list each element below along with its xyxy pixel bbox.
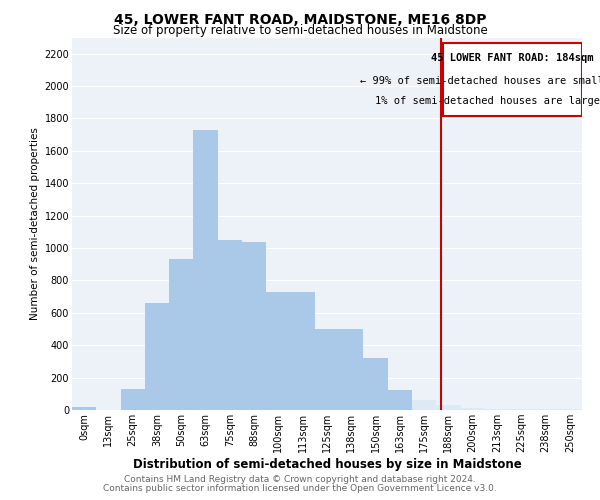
Bar	[485, 409, 509, 410]
Bar	[218, 240, 242, 410]
X-axis label: Distribution of semi-detached houses by size in Maidstone: Distribution of semi-detached houses by …	[133, 458, 521, 471]
Bar	[509, 409, 533, 410]
Text: 45 LOWER FANT ROAD: 184sqm: 45 LOWER FANT ROAD: 184sqm	[431, 52, 594, 62]
Bar	[339, 329, 364, 410]
Text: Contains HM Land Registry data © Crown copyright and database right 2024.: Contains HM Land Registry data © Crown c…	[124, 475, 476, 484]
Bar	[558, 409, 582, 410]
FancyBboxPatch shape	[443, 43, 582, 116]
Bar	[145, 303, 169, 410]
Bar	[315, 329, 339, 410]
Bar	[266, 292, 290, 410]
Bar	[169, 260, 193, 410]
Bar	[290, 292, 315, 410]
Text: 45, LOWER FANT ROAD, MAIDSTONE, ME16 8DP: 45, LOWER FANT ROAD, MAIDSTONE, ME16 8DP	[114, 12, 486, 26]
Bar	[388, 390, 412, 410]
Bar	[193, 130, 218, 410]
Bar	[412, 400, 436, 410]
Bar	[533, 409, 558, 410]
Bar	[242, 242, 266, 410]
Bar	[461, 408, 485, 410]
Y-axis label: Number of semi-detached properties: Number of semi-detached properties	[31, 128, 40, 320]
Text: 1% of semi-detached houses are larger (57) →: 1% of semi-detached houses are larger (5…	[375, 96, 600, 106]
Bar	[436, 405, 461, 410]
Bar	[364, 358, 388, 410]
Text: Contains public sector information licensed under the Open Government Licence v3: Contains public sector information licen…	[103, 484, 497, 493]
Bar	[121, 389, 145, 410]
Text: ← 99% of semi-detached houses are smaller (6,259): ← 99% of semi-detached houses are smalle…	[359, 76, 600, 86]
Text: Size of property relative to semi-detached houses in Maidstone: Size of property relative to semi-detach…	[113, 24, 487, 37]
Bar	[72, 407, 96, 410]
